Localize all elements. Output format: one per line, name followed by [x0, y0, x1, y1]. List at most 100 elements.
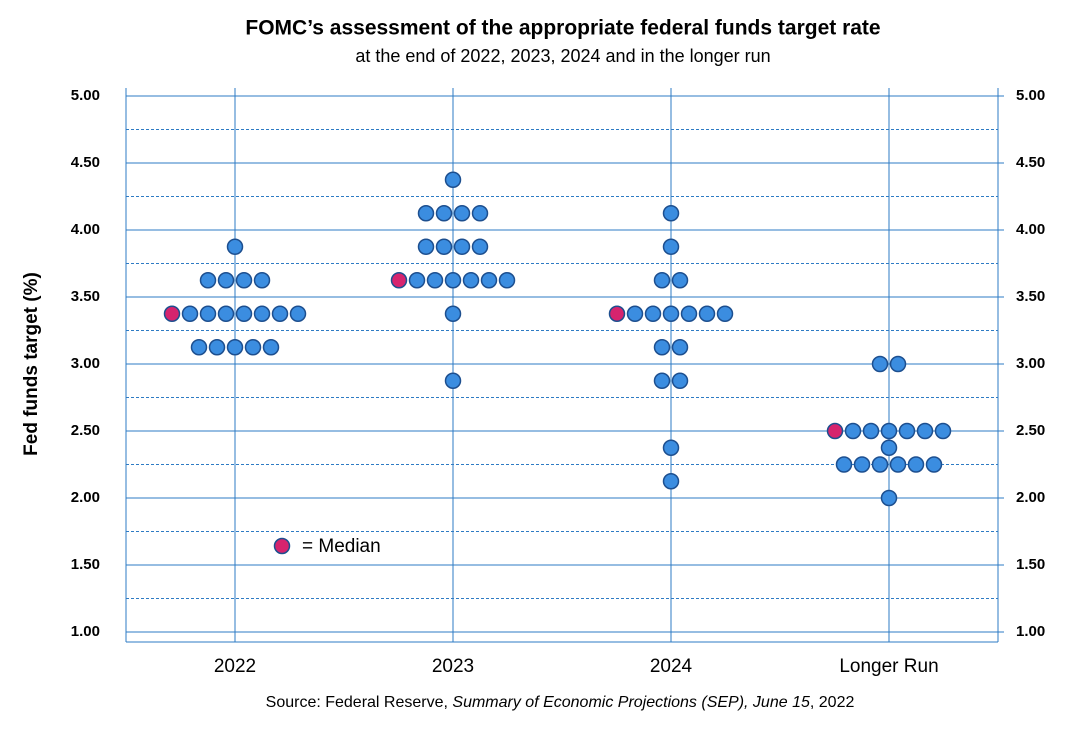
dot — [253, 272, 271, 289]
dot — [662, 205, 680, 222]
dot — [417, 238, 435, 255]
dot — [181, 305, 199, 322]
dot — [444, 372, 462, 389]
y-tick-label: 3.00 — [71, 355, 100, 372]
y-tick-label: 1.00 — [71, 623, 100, 640]
y2-tick-label: 5.00 — [1016, 87, 1045, 104]
dot — [916, 422, 934, 440]
x-tick-label: Longer Run — [839, 656, 938, 677]
dot — [226, 238, 244, 255]
x-tick-label: 2022 — [214, 656, 256, 677]
dot — [671, 372, 689, 389]
dot — [898, 422, 916, 440]
dot — [644, 305, 662, 322]
dot — [244, 339, 262, 356]
dot — [662, 439, 680, 456]
dot — [262, 339, 280, 356]
dot — [826, 422, 844, 440]
dot — [417, 205, 435, 222]
dot — [671, 272, 689, 289]
dot — [235, 305, 253, 322]
dot — [217, 305, 235, 322]
dot — [662, 473, 680, 490]
y2-tick-label: 3.00 — [1016, 355, 1045, 372]
dot — [662, 238, 680, 255]
dot — [934, 422, 952, 440]
dot — [462, 272, 480, 289]
dot — [453, 238, 471, 255]
y-tick-label: 3.50 — [71, 288, 100, 305]
dot — [444, 305, 462, 322]
y-tick-label: 1.50 — [71, 556, 100, 573]
dot — [271, 305, 289, 322]
legend-label: = Median — [302, 536, 381, 557]
dot — [925, 456, 943, 473]
y2-tick-label: 2.50 — [1016, 422, 1045, 439]
dot — [453, 205, 471, 222]
y-tick-label: 4.50 — [71, 154, 100, 171]
y2-tick-label: 1.00 — [1016, 623, 1045, 640]
dot — [907, 456, 925, 473]
dot — [208, 339, 226, 356]
dot — [844, 422, 862, 440]
source-prefix: Source: Federal Reserve, — [266, 694, 453, 711]
dot — [871, 355, 889, 373]
dot — [480, 272, 498, 289]
dot — [698, 305, 716, 322]
dot — [653, 372, 671, 389]
dot — [471, 238, 489, 255]
dot — [226, 339, 244, 356]
y-tick-label: 4.00 — [71, 221, 100, 238]
dot — [426, 272, 444, 289]
dot — [662, 305, 680, 322]
dot — [190, 339, 208, 356]
dot — [889, 456, 907, 473]
dot — [289, 305, 307, 322]
dot — [853, 456, 871, 473]
dot — [217, 272, 235, 289]
dot — [862, 422, 880, 440]
dot — [253, 305, 271, 322]
dot — [444, 272, 462, 289]
x-tick-label: 2024 — [650, 656, 693, 677]
dot — [871, 456, 889, 473]
dot — [653, 339, 671, 356]
dot — [608, 305, 626, 322]
dot — [716, 305, 734, 322]
dot — [880, 422, 898, 440]
chart-subtitle: at the end of 2022, 2023, 2024 and in th… — [355, 46, 770, 66]
source-suffix: , 2022 — [810, 694, 855, 711]
dot — [471, 205, 489, 222]
dot — [653, 272, 671, 289]
dot — [163, 305, 181, 322]
legend-marker — [273, 537, 291, 555]
dot — [408, 272, 426, 289]
dot — [889, 355, 907, 373]
dot — [390, 272, 408, 289]
dot — [671, 339, 689, 356]
dot — [626, 305, 644, 322]
y2-tick-label: 4.50 — [1016, 154, 1045, 171]
y-tick-label: 2.50 — [71, 422, 100, 439]
dot — [880, 489, 898, 507]
y-axis-label: Fed funds target (%) — [21, 272, 42, 456]
chart-title: FOMC’s assessment of the appropriate fed… — [245, 17, 880, 40]
dot — [435, 205, 453, 222]
y2-tick-label: 1.50 — [1016, 556, 1045, 573]
dot — [435, 238, 453, 255]
dot — [498, 272, 516, 289]
dot — [880, 439, 898, 456]
dot — [680, 305, 698, 322]
y-tick-label: 5.00 — [71, 87, 100, 104]
source: Source: Federal Reserve, Summary of Econ… — [266, 694, 855, 711]
dot — [199, 305, 217, 322]
x-tick-label: 2023 — [432, 656, 474, 677]
dot — [835, 456, 853, 473]
y2-tick-label: 3.50 — [1016, 288, 1045, 305]
y-tick-label: 2.00 — [71, 489, 100, 506]
dot — [199, 272, 217, 289]
y2-tick-label: 4.00 — [1016, 221, 1045, 238]
dot — [235, 272, 253, 289]
y2-tick-label: 2.00 — [1016, 489, 1045, 506]
